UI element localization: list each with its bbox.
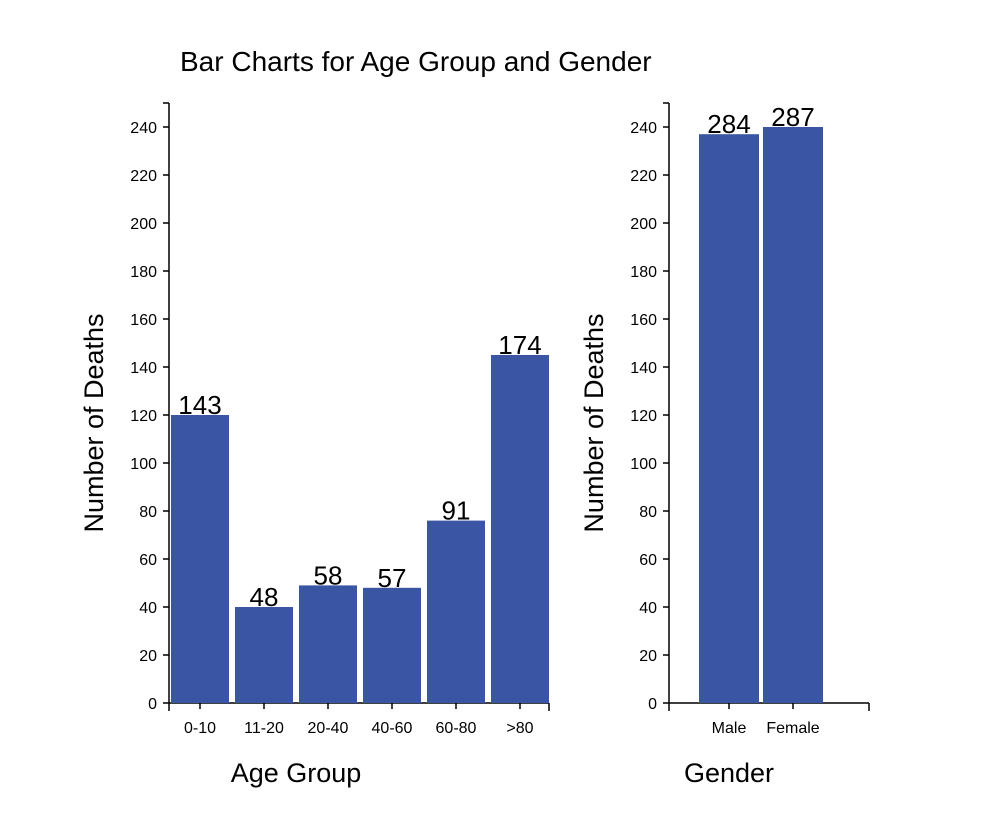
- gender-y-tick-label: 180: [630, 264, 657, 281]
- age-y-tick-label: 220: [130, 168, 157, 185]
- age-bar: [235, 607, 293, 703]
- gender-bar: [699, 134, 759, 703]
- age-bar: [491, 355, 549, 703]
- gender-y-tick-label: 0: [648, 696, 657, 713]
- gender-y-tick-label: 100: [630, 456, 657, 473]
- gender-x-axis-title: Gender: [684, 758, 774, 788]
- gender-bar-value-label: 287: [771, 102, 814, 132]
- gender-y-tick-label: 160: [630, 312, 657, 329]
- gender-y-tick-label: 20: [639, 648, 657, 665]
- age-y-tick-label: 20: [139, 648, 157, 665]
- age-bar: [299, 585, 357, 703]
- age-y-tick-label: 140: [130, 360, 157, 377]
- age-y-tick-label: 120: [130, 408, 157, 425]
- age-bar: [363, 587, 421, 703]
- age-x-tick-label: 0-10: [184, 720, 216, 737]
- age-bar: [171, 415, 229, 703]
- age-y-axis-title: Number of Deaths: [79, 313, 109, 532]
- gender-y-tick-label: 60: [639, 552, 657, 569]
- age-y-tick-label: 80: [139, 504, 157, 521]
- gender-y-tick-label: 140: [630, 360, 657, 377]
- age-x-tick-label: 40-60: [372, 720, 413, 737]
- gender-x-tick-label: Male: [712, 720, 747, 737]
- gender-y-tick-label: 80: [639, 504, 657, 521]
- gender-y-tick-label: 40: [639, 600, 657, 617]
- gender-y-tick-label: 240: [630, 120, 657, 137]
- age-y-tick-label: 160: [130, 312, 157, 329]
- age-y-tick-label: 60: [139, 552, 157, 569]
- gender-y-tick-label: 220: [630, 168, 657, 185]
- age-bar-value-label: 91: [442, 496, 471, 526]
- gender-y-tick-label: 200: [630, 216, 657, 233]
- gender-bar: [763, 127, 823, 703]
- age-y-tick-label: 100: [130, 456, 157, 473]
- gender-y-axis-title: Number of Deaths: [579, 313, 609, 532]
- age-bar-value-label: 143: [178, 390, 221, 420]
- age-group-panel: 0 20 40 60 80 100 120 140 160 180 200 220 240 143 0-10…: [79, 102, 550, 788]
- age-x-tick-label: >80: [506, 720, 533, 737]
- chart-title: Bar Charts for Age Group and Gender: [180, 46, 652, 77]
- age-bar-value-label: 58: [314, 560, 343, 590]
- age-y-tick-label: 40: [139, 600, 157, 617]
- age-y-tick-label: 0: [148, 696, 157, 713]
- gender-panel: 0 20 40 60 80 100 120 140 160 180 200 220 240 284 Male…: [579, 102, 870, 788]
- gender-y-tick-label: 120: [630, 408, 657, 425]
- age-x-tick-label: 60-80: [436, 720, 477, 737]
- age-x-tick-label: 11-20: [244, 720, 284, 737]
- age-y-tick-label: 240: [130, 120, 157, 137]
- age-y-tick-label: 200: [130, 216, 157, 233]
- age-bar-value-label: 174: [498, 330, 541, 360]
- age-bar-value-label: 48: [250, 582, 279, 612]
- age-bar: [427, 520, 485, 703]
- age-y-tick-label: 180: [130, 264, 157, 281]
- age-bar-value-label: 57: [378, 563, 407, 593]
- age-x-tick-label: 20-40: [308, 720, 349, 737]
- gender-x-tick-label: Female: [766, 720, 819, 737]
- gender-bar-value-label: 284: [707, 109, 750, 139]
- age-x-axis-title: Age Group: [231, 758, 362, 788]
